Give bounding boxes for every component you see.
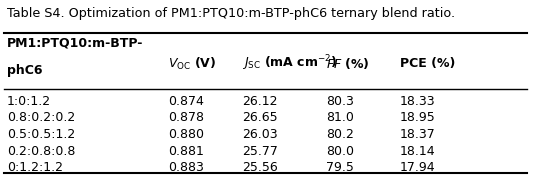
Text: 0.883: 0.883 (168, 161, 204, 174)
Text: 18.95: 18.95 (400, 111, 436, 124)
Text: 0.874: 0.874 (168, 95, 204, 108)
Text: 26.03: 26.03 (242, 128, 278, 141)
Text: PCE (%): PCE (%) (400, 57, 455, 70)
Text: 79.5: 79.5 (326, 161, 354, 174)
Text: Table S4. Optimization of PM1:PTQ10:m-BTP-phC6 ternary blend ratio.: Table S4. Optimization of PM1:PTQ10:m-BT… (7, 7, 455, 20)
Text: 0.881: 0.881 (168, 145, 204, 158)
Text: 0.5:0.5:1.2: 0.5:0.5:1.2 (7, 128, 75, 141)
Text: 25.77: 25.77 (242, 145, 278, 158)
Text: 17.94: 17.94 (400, 161, 436, 174)
Text: 18.14: 18.14 (400, 145, 436, 158)
Text: 0.880: 0.880 (168, 128, 204, 141)
Text: 80.2: 80.2 (326, 128, 354, 141)
Text: $\it{J}_{\mathrm{SC}}$ (mA cm$^{-2}$): $\it{J}_{\mathrm{SC}}$ (mA cm$^{-2}$) (242, 54, 337, 73)
Text: 1:0:1.2: 1:0:1.2 (7, 95, 51, 108)
Text: 26.65: 26.65 (242, 111, 278, 124)
Text: 80.3: 80.3 (326, 95, 354, 108)
Text: 0.878: 0.878 (168, 111, 204, 124)
Text: 81.0: 81.0 (326, 111, 354, 124)
Text: PM1:PTQ10:m-BTP-: PM1:PTQ10:m-BTP- (7, 36, 143, 49)
Text: 18.33: 18.33 (400, 95, 436, 108)
Text: phC6: phC6 (7, 64, 42, 77)
Text: 25.56: 25.56 (242, 161, 278, 174)
Text: 0.8:0.2:0.2: 0.8:0.2:0.2 (7, 111, 75, 124)
Text: $\it{FF}$ (%): $\it{FF}$ (%) (326, 56, 370, 71)
Text: 18.37: 18.37 (400, 128, 436, 141)
Text: 0.2:0.8:0.8: 0.2:0.8:0.8 (7, 145, 75, 158)
Text: 26.12: 26.12 (242, 95, 277, 108)
Text: $\it{V}_{\mathrm{OC}}$ (V): $\it{V}_{\mathrm{OC}}$ (V) (168, 56, 216, 72)
Text: 80.0: 80.0 (326, 145, 354, 158)
Text: 0:1.2:1.2: 0:1.2:1.2 (7, 161, 63, 174)
